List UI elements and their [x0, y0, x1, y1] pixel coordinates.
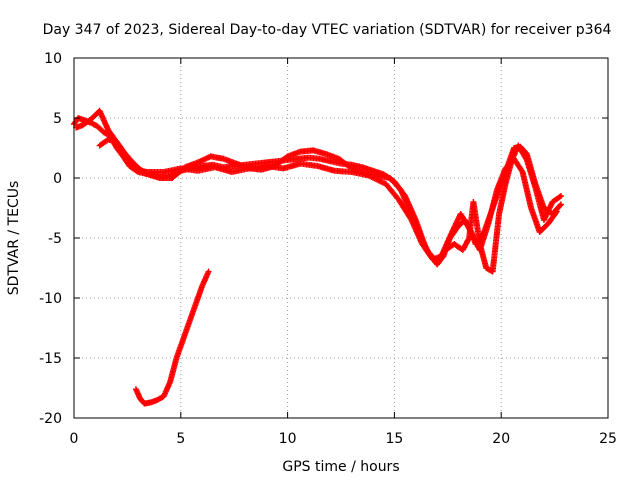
y-tick-label: -20: [39, 411, 62, 427]
axis-ticks: 0 5 10 15 20 25 -20 -15 -10 -5 0 5 10: [39, 51, 617, 447]
chart-title: Day 347 of 2023, Sidereal Day-to-day VTE…: [43, 22, 612, 38]
y-tick-label: 10: [44, 51, 62, 67]
y-tick-label: -15: [39, 351, 62, 367]
data-point: [558, 201, 565, 208]
x-tick-label: 10: [279, 431, 297, 447]
x-tick-label: 25: [599, 431, 617, 447]
data-points: [71, 107, 565, 407]
data-point: [552, 209, 559, 216]
y-tick-label: -10: [39, 291, 62, 307]
series-group: [73, 107, 565, 275]
x-axis-label: GPS time / hours: [282, 459, 399, 475]
data-point: [205, 268, 212, 275]
series-group: [96, 136, 560, 263]
x-tick-label: 5: [176, 431, 185, 447]
series-group: [71, 115, 565, 268]
x-tick-label: 15: [385, 431, 403, 447]
data-point: [553, 208, 560, 215]
x-tick-label: 20: [492, 431, 510, 447]
y-tick-label: 5: [53, 111, 62, 127]
series-group: [132, 268, 212, 407]
x-tick-label: 0: [70, 431, 79, 447]
data-point: [556, 193, 563, 200]
y-tick-label: -5: [48, 231, 62, 247]
y-tick-label: 0: [53, 171, 62, 187]
y-axis-label: SDTVAR / TECUs: [6, 181, 22, 296]
grid-lines: [74, 58, 608, 418]
data-point: [557, 202, 564, 209]
data-point: [558, 193, 565, 199]
